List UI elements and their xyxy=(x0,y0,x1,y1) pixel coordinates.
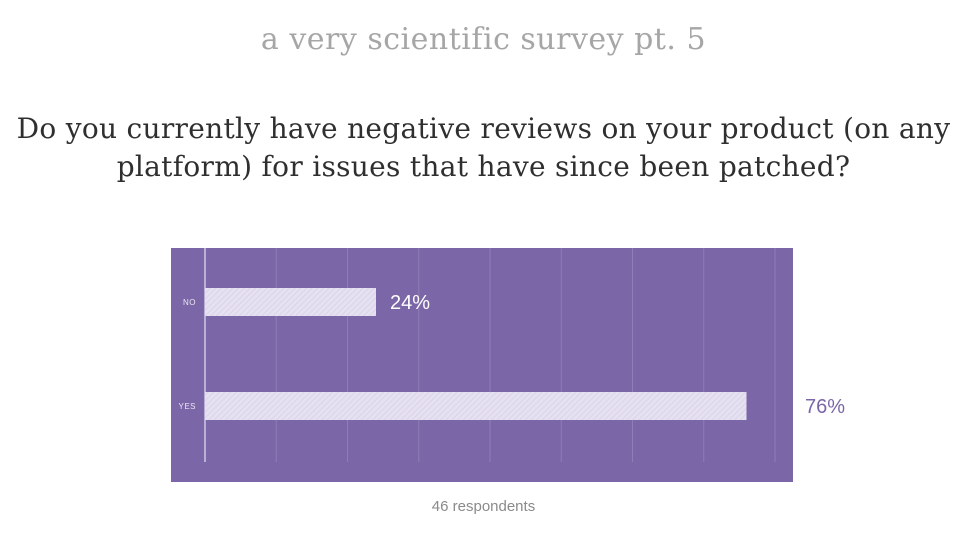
chart-bars: NO 24% YES 76% xyxy=(178,288,845,420)
value-label-yes: 76% xyxy=(805,396,845,418)
bar-yes xyxy=(205,392,747,420)
chart-panel xyxy=(171,248,793,482)
value-label-no: 24% xyxy=(390,292,430,314)
respondents-count: 46 respondents xyxy=(431,498,536,515)
survey-subtitle: a very scientific survey pt. 5 xyxy=(260,22,707,57)
category-label-yes: YES xyxy=(178,402,196,411)
chart-gridlines xyxy=(204,248,776,462)
survey-question: Do you currently have negative reviews o… xyxy=(16,112,951,183)
bar-no xyxy=(205,288,376,316)
category-label-no: NO xyxy=(183,298,196,307)
